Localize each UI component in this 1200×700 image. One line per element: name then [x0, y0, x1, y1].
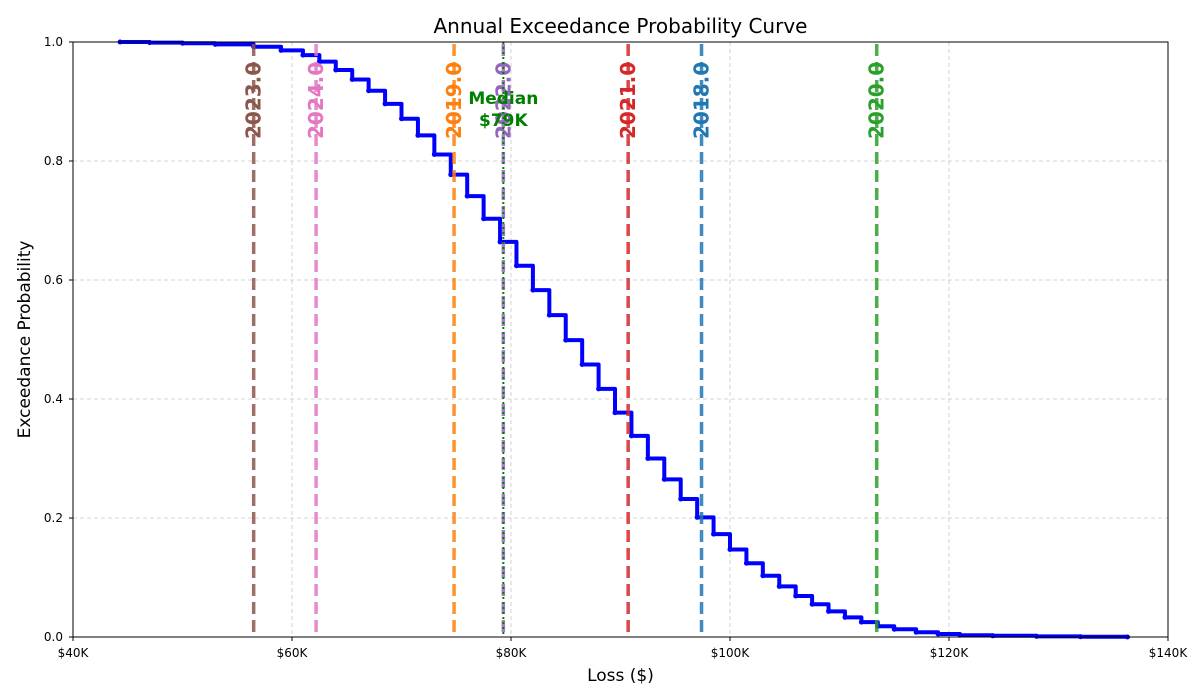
data-point: [382, 101, 388, 107]
median-value-label: $79K: [479, 111, 528, 131]
data-point: [826, 608, 832, 614]
x-tick-label: $140K: [1149, 646, 1189, 660]
data-point: [694, 514, 700, 520]
data-point: [678, 496, 684, 502]
data-point: [596, 386, 602, 392]
year-marker-label: 2018.0: [690, 62, 714, 139]
data-point: [180, 40, 185, 46]
y-tick-label: 0.2: [44, 511, 63, 525]
data-point: [513, 263, 519, 269]
data-point: [776, 583, 782, 589]
data-point: [399, 116, 404, 122]
data-point: [858, 619, 864, 625]
x-tick-label: $60K: [277, 646, 309, 660]
data-point: [278, 47, 284, 53]
data-point: [711, 531, 717, 537]
year-marker-label: 2020.0: [865, 62, 889, 139]
year-marker-label: 2021.0: [616, 62, 640, 139]
data-point: [415, 132, 421, 138]
year-marker-label: 2024.0: [304, 62, 328, 139]
data-point: [481, 216, 487, 222]
data-point: [612, 410, 618, 416]
data-point: [809, 601, 815, 607]
x-tick-label: $80K: [496, 646, 528, 660]
data-point: [760, 573, 766, 579]
data-point: [727, 547, 733, 553]
data-point: [645, 456, 651, 461]
data-point: [333, 67, 339, 73]
data-point: [891, 626, 897, 632]
data-point: [661, 476, 667, 482]
data-point: [628, 433, 634, 439]
data-point: [563, 337, 569, 343]
year-marker-label: 2022.0: [491, 62, 515, 139]
data-point: [935, 631, 941, 637]
data-point: [349, 76, 355, 82]
axis-ticks: $40K $60K $80K $100K $120K $140K 0.0 0.2 0.4 0.6 0…: [44, 35, 1188, 660]
data-point: [957, 632, 963, 638]
y-tick-label: 0.6: [44, 273, 63, 287]
chart-title: Annual Exceedance Probability Curve: [434, 14, 808, 38]
x-tick-label: $120K: [930, 646, 970, 660]
x-axis-title: Loss ($): [587, 666, 654, 686]
data-point: [793, 593, 799, 599]
y-tick-label: 0.4: [44, 392, 63, 406]
data-point: [147, 40, 153, 46]
x-tick-label: $100K: [711, 646, 751, 660]
data-point: [212, 41, 218, 47]
data-point: [546, 312, 552, 318]
data-point: [579, 361, 585, 367]
median-label: Median: [468, 89, 538, 109]
data-point: [366, 88, 372, 94]
data-point: [300, 52, 306, 58]
year-marker-label: 2023.0: [242, 62, 266, 139]
data-point: [842, 614, 848, 620]
x-tick-label: $40K: [58, 646, 90, 660]
y-tick-label: 0.8: [44, 154, 63, 168]
data-point: [316, 59, 322, 65]
plot-frame: [72, 41, 1169, 638]
data-point: [1034, 633, 1040, 639]
y-tick-label: 1.0: [44, 35, 63, 49]
year-markers: 2023.0 2024.0 2019.0 2022.0 2021.0 2018.0 2020…: [242, 42, 889, 637]
data-point: [448, 172, 454, 178]
data-point: [990, 633, 996, 639]
data-point: [464, 193, 470, 199]
y-axis-title: Exceedance Probability: [15, 241, 35, 439]
year-marker-label: 2019.0: [442, 62, 466, 139]
data-point: [743, 560, 749, 566]
data-point: [530, 287, 536, 293]
data-point: [913, 629, 919, 635]
data-point: [497, 239, 503, 245]
data-point: [431, 151, 437, 157]
y-tick-label: 0.0: [44, 630, 63, 644]
